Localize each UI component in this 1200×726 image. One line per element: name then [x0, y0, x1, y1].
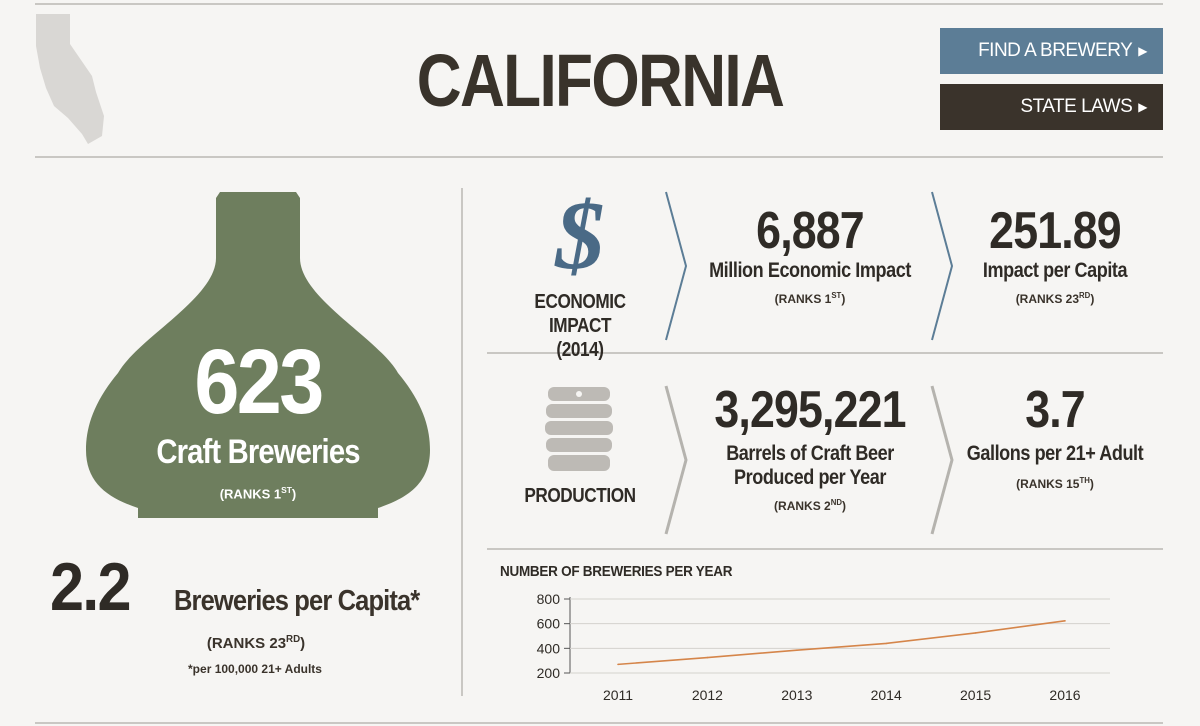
production-category: PRODUCTION: [524, 485, 636, 507]
california-state-icon: [36, 14, 104, 144]
data-point: [706, 656, 709, 659]
x-tick-label: 2014: [871, 687, 902, 703]
craft-breweries-rank: (RANKS 1ST): [219, 485, 297, 502]
data-point: [974, 632, 977, 634]
chevron-right-icon: [931, 191, 954, 341]
y-tick-label: 200: [537, 665, 561, 681]
data-point: [885, 642, 887, 645]
caret-right-icon: ▶: [1138, 44, 1147, 58]
production-divider: [487, 548, 1163, 550]
chevron-right-icon: [665, 191, 688, 341]
economic-impact-value: 6,887: [756, 202, 864, 260]
chart-title: NUMBER OF BREWERIES PER YEAR: [500, 563, 733, 580]
chevron-right-icon: [930, 385, 954, 535]
barrels-produced-label: Barrels of Craft Beer Produced per Year: [726, 442, 894, 489]
economic-impact-rank: (RANKS 1ST): [774, 291, 846, 306]
gallons-per-adult-value: 3.7: [1025, 381, 1085, 439]
page-title: CALIFORNIA: [416, 39, 785, 122]
x-tick-label: 2012: [692, 687, 723, 703]
craft-breweries-count: 623: [194, 331, 324, 433]
keg-icon: [545, 387, 613, 471]
x-tick-label: 2016: [1049, 687, 1080, 703]
data-point: [1064, 620, 1066, 622]
series-line: [617, 620, 1066, 666]
fermenter-bottle-graphic: [86, 192, 430, 518]
x-tick-label: 2013: [781, 687, 812, 703]
y-tick-label: 800: [537, 591, 561, 607]
economic-impact-category: ECONOMIC IMPACT (2014): [534, 291, 626, 361]
y-tick-label: 600: [537, 616, 561, 632]
data-point: [796, 649, 798, 651]
breweries-per-capita-rank: (RANKS 23RD): [206, 634, 306, 652]
craft-breweries-label: Craft Breweries: [156, 433, 360, 471]
y-tick-label: 400: [537, 640, 561, 656]
breweries-per-capita-value: 2.2: [50, 549, 131, 625]
barrels-produced-value: 3,295,221: [714, 381, 906, 439]
dollar-icon: $: [554, 192, 605, 282]
impact-per-capita-rank: (RANKS 23RD): [1015, 291, 1095, 306]
svg-text:$: $: [554, 192, 605, 282]
barrels-produced-rank: (RANKS 2ND): [774, 498, 846, 513]
impact-per-capita-label: Impact per Capita: [982, 259, 1128, 282]
per-capita-footnote: *per 100,000 21+ Adults: [188, 662, 322, 676]
state-laws-label: STATE LAWS: [1020, 96, 1133, 117]
top-divider: [35, 3, 1163, 5]
chevron-right-icon: [664, 385, 688, 535]
state-laws-button[interactable]: STATE LAWS ▶: [940, 84, 1163, 130]
breweries-per-year-chart: 200 400 600 800 2011 2012 2013 2014 2015 2016: [537, 591, 1110, 703]
economic-divider: [487, 352, 1163, 354]
caret-right-icon: ▶: [1138, 100, 1147, 114]
header-divider: [35, 156, 1163, 158]
x-tick-label: 2015: [960, 687, 991, 703]
gallons-per-adult-label: Gallons per 21+ Adult: [966, 442, 1144, 465]
find-a-brewery-label: FIND A BREWERY: [978, 40, 1133, 61]
bottom-divider: [35, 722, 1163, 724]
breweries-per-capita-label: Breweries per Capita*: [174, 585, 420, 617]
x-tick-label: 2011: [603, 687, 633, 703]
column-divider: [461, 188, 463, 696]
find-a-brewery-button[interactable]: FIND A BREWERY ▶: [940, 28, 1163, 74]
gallons-per-adult-rank: (RANKS 15TH): [1016, 476, 1094, 491]
economic-impact-label: Million Economic Impact: [709, 259, 911, 282]
impact-per-capita-value: 251.89: [989, 202, 1121, 260]
data-point: [617, 663, 619, 666]
